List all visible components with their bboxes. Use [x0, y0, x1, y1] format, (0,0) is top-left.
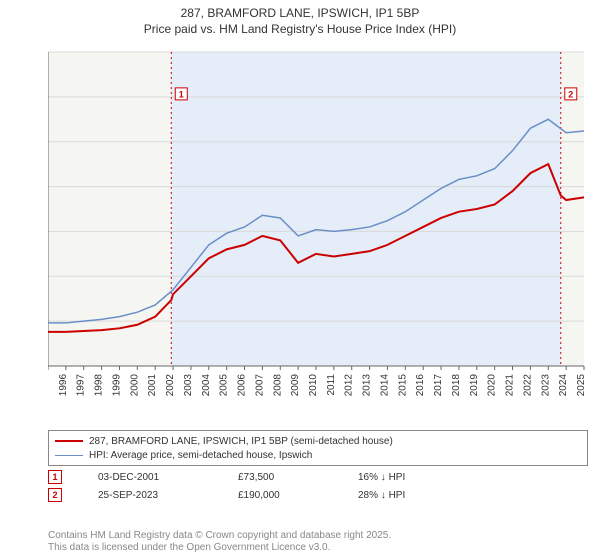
svg-text:2016: 2016	[415, 374, 426, 397]
legend: 287, BRAMFORD LANE, IPSWICH, IP1 5BP (se…	[48, 430, 588, 466]
title-line-1: 287, BRAMFORD LANE, IPSWICH, IP1 5BP	[0, 6, 600, 22]
svg-text:2012: 2012	[344, 374, 355, 397]
svg-text:2022: 2022	[522, 374, 533, 397]
legend-label: 287, BRAMFORD LANE, IPSWICH, IP1 5BP (se…	[89, 436, 393, 447]
svg-text:2021: 2021	[505, 374, 516, 397]
svg-text:2018: 2018	[451, 374, 462, 397]
svg-text:2003: 2003	[183, 374, 194, 397]
svg-text:2013: 2013	[362, 374, 373, 397]
line-chart: £0£50,000£100,000£150,000£200,000£250,00…	[48, 48, 588, 398]
marker-price: £190,000	[238, 490, 328, 501]
legend-swatch	[55, 440, 83, 442]
marker-badge: 2	[48, 488, 62, 502]
svg-text:1999: 1999	[111, 374, 122, 397]
svg-text:2004: 2004	[201, 374, 212, 397]
chart-container: 287, BRAMFORD LANE, IPSWICH, IP1 5BP Pri…	[0, 0, 600, 560]
marker-diff: 28% ↓ HPI	[358, 490, 405, 501]
copyright: Contains HM Land Registry data © Crown c…	[48, 530, 391, 554]
marker-price: £73,500	[238, 472, 328, 483]
marker-badge: 1	[48, 470, 62, 484]
svg-text:2006: 2006	[237, 374, 248, 397]
svg-text:2008: 2008	[272, 374, 283, 397]
title-block: 287, BRAMFORD LANE, IPSWICH, IP1 5BP Pri…	[0, 0, 600, 37]
svg-text:2007: 2007	[254, 374, 265, 397]
svg-text:2017: 2017	[433, 374, 444, 397]
svg-text:2019: 2019	[469, 374, 480, 397]
marker-table: 1 03-DEC-2001 £73,500 16% ↓ HPI 2 25-SEP-2023…	[48, 468, 588, 504]
legend-label: HPI: Average price, semi-detached house,…	[89, 450, 312, 461]
marker-date: 03-DEC-2001	[98, 472, 208, 483]
svg-text:2025: 2025	[576, 374, 587, 397]
marker-row: 2 25-SEP-2023 £190,000 28% ↓ HPI	[48, 486, 588, 504]
legend-item: HPI: Average price, semi-detached house,…	[55, 448, 581, 462]
svg-text:2014: 2014	[379, 374, 390, 397]
svg-text:2: 2	[568, 89, 573, 99]
svg-text:2015: 2015	[397, 374, 408, 397]
svg-text:2011: 2011	[326, 374, 337, 396]
svg-text:2009: 2009	[290, 374, 301, 397]
copyright-line-2: This data is licensed under the Open Gov…	[48, 542, 391, 554]
legend-item: 287, BRAMFORD LANE, IPSWICH, IP1 5BP (se…	[55, 434, 581, 448]
svg-text:1: 1	[179, 89, 184, 99]
svg-text:2024: 2024	[558, 374, 569, 397]
svg-text:1996: 1996	[58, 374, 69, 397]
legend-swatch	[55, 455, 83, 456]
svg-text:1997: 1997	[76, 374, 87, 397]
svg-text:1995: 1995	[48, 374, 51, 397]
copyright-line-1: Contains HM Land Registry data © Crown c…	[48, 530, 391, 542]
svg-text:2010: 2010	[308, 374, 319, 397]
title-line-2: Price paid vs. HM Land Registry's House …	[0, 22, 600, 38]
marker-date: 25-SEP-2023	[98, 490, 208, 501]
svg-text:2001: 2001	[147, 374, 158, 397]
svg-text:2002: 2002	[165, 374, 176, 397]
svg-text:2000: 2000	[129, 374, 140, 397]
svg-text:2023: 2023	[540, 374, 551, 397]
svg-text:2020: 2020	[487, 374, 498, 397]
svg-text:2005: 2005	[219, 374, 230, 397]
svg-text:1998: 1998	[94, 374, 105, 397]
marker-row: 1 03-DEC-2001 £73,500 16% ↓ HPI	[48, 468, 588, 486]
marker-diff: 16% ↓ HPI	[358, 472, 405, 483]
